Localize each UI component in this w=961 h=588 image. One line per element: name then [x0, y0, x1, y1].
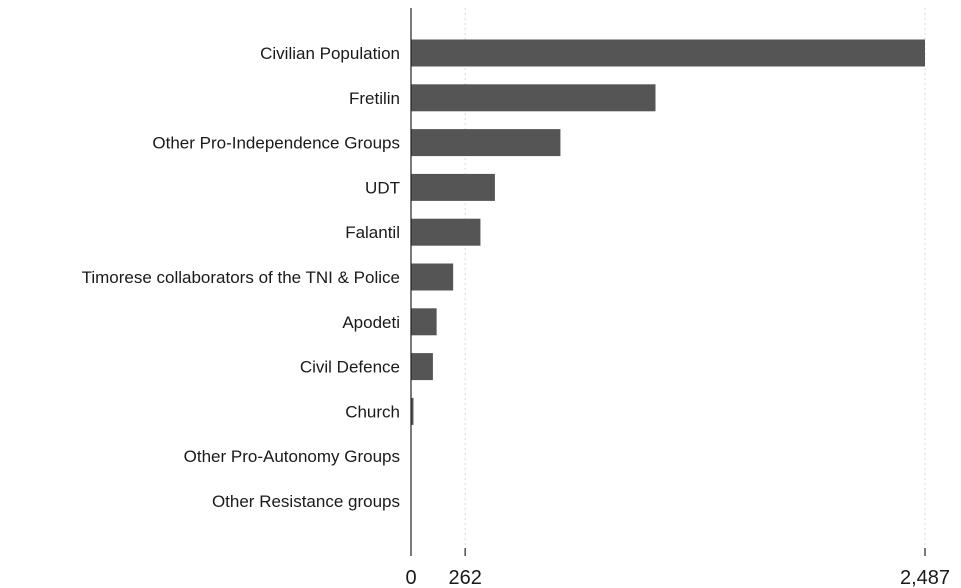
category-label-civil-defence: Civil Defence — [300, 358, 400, 377]
bar-timorese-collaborators-of-the-tni-and-police — [411, 263, 454, 291]
category-label-fretilin: Fretilin — [349, 89, 400, 108]
bar-other-pro-independence-groups — [411, 129, 561, 157]
category-label-civilian-population: Civilian Population — [260, 44, 400, 63]
x-tick-label-0: 0 — [405, 567, 416, 588]
bar-fretilin — [411, 84, 656, 112]
category-label-other-resistance-groups: Other Resistance groups — [212, 492, 400, 511]
category-label-other-pro-autonomy-groups: Other Pro-Autonomy Groups — [184, 447, 400, 466]
bar-udt — [411, 173, 495, 201]
bars — [411, 39, 925, 425]
category-label-udt: UDT — [365, 178, 400, 197]
bar-falantil — [411, 218, 481, 246]
x-tick-label-2: 2,487 — [900, 567, 950, 588]
x-axis-ticks: 0 262 2,487 — [405, 548, 950, 588]
category-label-apodeti: Apodeti — [342, 313, 400, 332]
bar-apodeti — [411, 308, 437, 336]
bar-civilian-population — [411, 39, 925, 67]
bar-civil-defence — [411, 353, 433, 381]
category-label-other-pro-independence-groups: Other Pro-Independence Groups — [152, 134, 400, 153]
x-tick-label-1: 262 — [448, 567, 481, 588]
category-label-timorese-collaborators-of-the-tni-and-police: Timorese collaborators of the TNI & Poli… — [82, 268, 400, 287]
bar-church — [411, 397, 414, 425]
category-labels: Civilian Population Fretilin Other Pro-Ind… — [82, 44, 400, 511]
category-label-falantil: Falantil — [345, 223, 400, 242]
category-label-church: Church — [345, 402, 400, 421]
